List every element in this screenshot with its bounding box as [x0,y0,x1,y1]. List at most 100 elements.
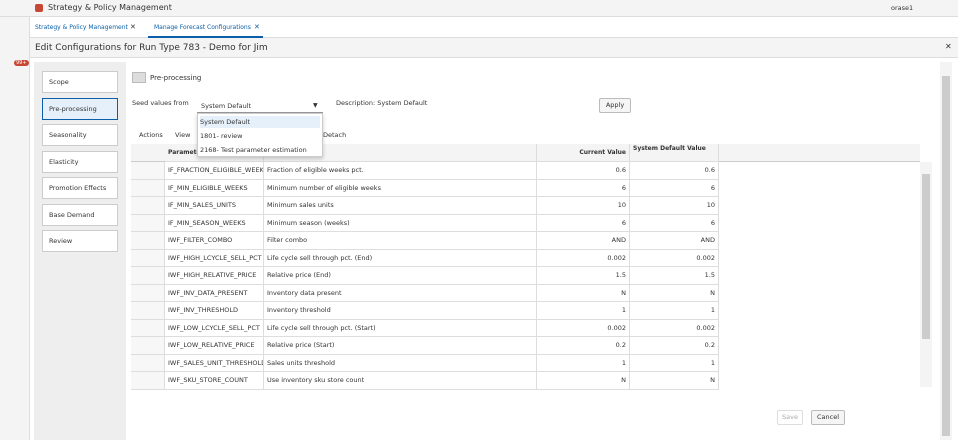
nav-item[interactable]: Promotion Effects [42,177,118,199]
parameter: IF_MIN_ELIGIBLE_WEEKS [165,179,264,197]
default-value: 6 [630,179,719,197]
current-value: 6 [537,214,630,232]
row-select [131,354,165,372]
description: Inventory threshold [264,302,537,320]
parameter: IWF_HIGH_LCYCLE_SELL_PCT [165,249,264,267]
description: Life cycle sell through pct. (Start) [264,319,537,337]
table-scroll [920,162,932,387]
current-value: 0.6 [537,162,630,180]
current-value: 0.002 [537,319,630,337]
column-header: System Default Value [630,144,719,162]
row-select [131,214,165,232]
row-select [131,337,165,355]
default-value: N [630,372,719,390]
row-select [131,197,165,215]
current-value: AND [537,232,630,250]
seed-select[interactable]: System Default ▼ [197,98,323,113]
default-value: 1.5 [630,267,719,285]
nav-item[interactable]: Scope [42,71,118,93]
tab-close[interactable]: ✕ [254,23,260,31]
dropdown-option[interactable]: System Default [200,116,320,128]
current-value: 1 [537,354,630,372]
default-value: 0.002 [630,249,719,267]
row-select [131,319,165,337]
view-menu[interactable]: View [175,131,191,139]
parameter: IWF_INV_DATA_PRESENT [165,284,264,302]
dropdown-option[interactable]: 2168- Test parameter estimation [200,146,307,154]
description: Description: System Default [336,99,428,107]
dropdown-option[interactable]: 1801- review [200,132,243,140]
parameter: IWF_LOW_LCYCLE_SELL_PCT [165,319,264,337]
nav-item[interactable]: Seasonality [42,124,118,146]
description: Fraction of eligible weeks pct. [264,162,537,180]
current-value: 1.5 [537,267,630,285]
description: Use inventory sku store count [264,372,537,390]
user-name[interactable]: orase1 [891,4,914,12]
current-value: N [537,372,630,390]
description: Life cycle sell through pct. (End) [264,249,537,267]
description: Filter combo [264,232,537,250]
thumb [922,174,930,339]
default-value: 1 [630,354,719,372]
description: Relative price (Start) [264,337,537,355]
parameter: IWF_LOW_RELATIVE_PRICE [165,337,264,355]
icon-sidebar: 99+ [0,17,30,440]
tab[interactable]: Strategy & Policy Management [35,24,128,31]
parameter: IF_MIN_SALES_UNITS [165,197,264,215]
description: Minimum sales units [264,197,537,215]
title-bar: Edit Configurations for Run Type 783 - D… [30,38,958,58]
description: Inventory data present [264,284,537,302]
top-bar: Strategy & Policy Management orase1 [0,0,958,17]
default-value: 0.2 [630,337,719,355]
description: Minimum number of eligible weeks [264,179,537,197]
nav-item[interactable]: Pre-processing [42,97,118,120]
row-select [131,284,165,302]
page-title: Edit Configurations for Run Type 783 - D… [35,43,268,53]
tab-close[interactable]: ✕ [130,23,136,31]
parameter: IF_FRACTION_ELIGIBLE_WEEK [165,162,264,180]
nav-item[interactable]: Review [42,230,118,252]
default-value: 0.6 [630,162,719,180]
tab-underline [148,36,263,38]
default-value: 6 [630,214,719,232]
current-value: 0.2 [537,337,630,355]
default-value: AND [630,232,719,250]
default-value: 10 [630,197,719,215]
section-title: Pre-processing [150,74,202,82]
nav-item[interactable]: Elasticity [42,150,118,173]
default-value: N [630,284,719,302]
actions-menu[interactable]: Actions [139,131,163,139]
detach[interactable]: Detach [323,131,347,139]
current-value: N [537,284,630,302]
scrollbar [940,62,952,440]
description: Sales units threshold [264,354,537,372]
close[interactable]: ✕ [945,42,952,51]
apply-button[interactable]: Apply [599,98,631,113]
current-value: 0.002 [537,249,630,267]
default-value: 0.002 [630,319,719,337]
seed-label: Seed values from [132,99,189,107]
parameter: IWF_HIGH_RELATIVE_PRICE [165,267,264,285]
row-select [131,372,165,390]
row-select [131,179,165,197]
logo [35,4,43,12]
thumb [942,76,950,436]
tab-active[interactable]: Manage Forecast Configurations [154,24,251,31]
row-select [131,267,165,285]
parameter: IWF_FILTER_COMBO [165,232,264,250]
row-select [131,232,165,250]
current-value: 1 [537,302,630,320]
row-select [131,162,165,180]
save-button[interactable]: Save [777,410,803,425]
section-icon [132,72,146,83]
nav-item[interactable]: Base Demand [42,203,118,226]
row-select [131,249,165,267]
column-header: Current Value [537,144,630,162]
parameter: IWF_SALES_UNIT_THRESHOLD [165,354,264,372]
parameter: IF_MIN_SEASON_WEEKS [165,214,264,232]
current-value: 6 [537,179,630,197]
cancel-button[interactable]: Cancel [811,410,845,425]
app-title: Strategy & Policy Management [48,3,172,12]
caret: ▼ [313,102,318,109]
